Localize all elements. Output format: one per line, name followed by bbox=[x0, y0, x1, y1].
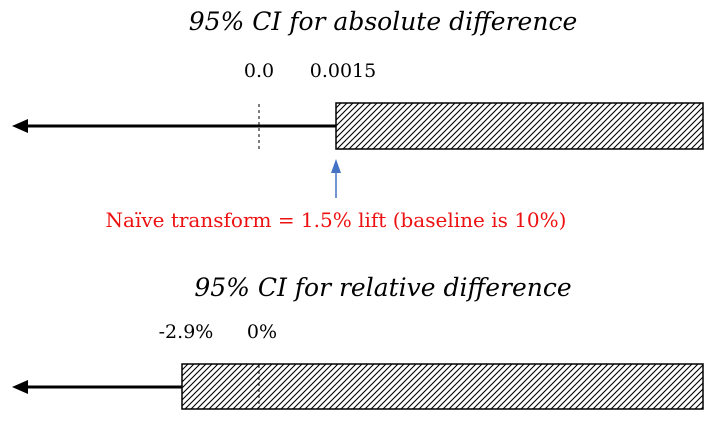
annotation-arrow-head bbox=[331, 159, 341, 173]
absolute-ci-box bbox=[335, 102, 704, 150]
relative-ci-title: 95% CI for relative difference bbox=[194, 273, 571, 302]
relative-zero-label: 0% bbox=[247, 321, 277, 343]
absolute-bound-label: 0.0015 bbox=[310, 60, 376, 82]
relative-ci-arrow-head bbox=[12, 380, 28, 394]
absolute-zero-label: 0.0 bbox=[244, 60, 274, 82]
annotation-group: Naïve transform = 1.5% lift (baseline is… bbox=[106, 159, 567, 232]
absolute-ci-title: 95% CI for absolute difference bbox=[189, 7, 578, 36]
relative-ci-box bbox=[181, 363, 704, 410]
absolute-difference-panel: 95% CI for absolute difference 0.0 0.001… bbox=[12, 7, 704, 150]
relative-bound-label: -2.9% bbox=[159, 321, 214, 343]
relative-difference-panel: 95% CI for relative difference -2.9% 0% bbox=[12, 273, 704, 410]
absolute-ci-arrow-head bbox=[12, 119, 28, 133]
annotation-text: Naïve transform = 1.5% lift (baseline is… bbox=[106, 208, 567, 232]
